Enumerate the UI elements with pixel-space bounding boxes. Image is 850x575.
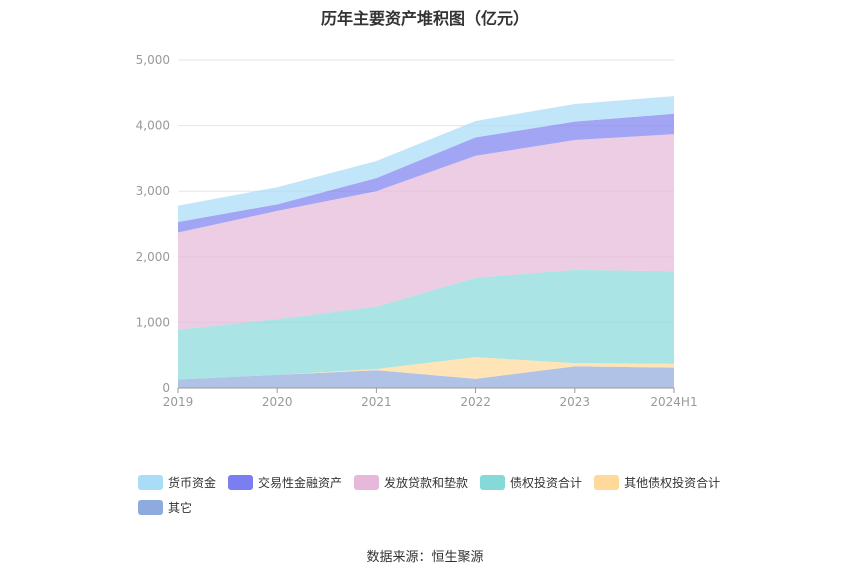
y-tick-label: 5,000 bbox=[136, 53, 170, 67]
area-发放贷款和垫款 bbox=[178, 134, 674, 330]
y-tick-label: 0 bbox=[162, 381, 170, 395]
chart-title: 历年主要资产堆积图（亿元） bbox=[320, 9, 529, 28]
y-tick-label: 3,000 bbox=[136, 184, 170, 198]
area-债权投资合计 bbox=[178, 269, 674, 380]
legend-item[interactable]: 发放贷款和垫款 bbox=[354, 473, 468, 491]
area-交易性金融资产 bbox=[178, 113, 674, 233]
area-series bbox=[178, 96, 674, 388]
y-tick-label: 2,000 bbox=[136, 250, 170, 264]
stacked-area-chart: 0 1,000 2,000 3,000 4,000 5,000 2019 2020 2021 20… bbox=[136, 53, 698, 409]
legend-label: 交易性金融资产 bbox=[258, 475, 343, 490]
legend-swatch bbox=[354, 474, 380, 490]
x-tick-label: 2019 bbox=[163, 395, 194, 409]
axes: 0 1,000 2,000 3,000 4,000 5,000 2019 2020 2021 20… bbox=[136, 53, 698, 409]
legend-item[interactable]: 其它 bbox=[138, 498, 192, 516]
legend-label: 债权投资合计 bbox=[510, 475, 583, 490]
data-source: 数据来源：恒生聚源 bbox=[366, 550, 484, 565]
legend-label: 其它 bbox=[168, 500, 193, 515]
legend-item[interactable]: 货币资金 bbox=[138, 473, 216, 491]
legend-label: 其他债权投资合计 bbox=[624, 475, 721, 490]
x-tick-label: 2022 bbox=[460, 395, 491, 409]
legend-item[interactable]: 交易性金融资产 bbox=[228, 473, 342, 491]
y-tick-label: 1,000 bbox=[136, 315, 170, 329]
area-货币资金 bbox=[178, 96, 674, 223]
area-其他债权投资合计 bbox=[178, 357, 674, 380]
legend-label: 货币资金 bbox=[168, 475, 217, 490]
chart-legend: 货币资金 交易性金融资产 发放贷款和垫款 债权投资合计 其他债权投资合计其它 bbox=[138, 473, 738, 516]
legend-swatch bbox=[480, 474, 506, 490]
legend-swatch bbox=[138, 499, 163, 515]
x-tick-label: 2020 bbox=[262, 395, 293, 409]
x-tick-label: 2023 bbox=[560, 395, 591, 409]
x-tick-label: 2021 bbox=[361, 395, 392, 409]
y-tick-label: 4,000 bbox=[136, 119, 170, 133]
x-tick-label: 2024H1 bbox=[650, 395, 697, 409]
area-其它 bbox=[178, 366, 674, 388]
legend-swatch bbox=[228, 474, 254, 490]
legend-swatch bbox=[138, 474, 163, 490]
legend-item[interactable]: 其他债权投资合计 bbox=[594, 473, 720, 491]
legend-label: 发放贷款和垫款 bbox=[384, 475, 469, 490]
legend-item[interactable]: 债权投资合计 bbox=[480, 473, 582, 491]
legend-swatch bbox=[594, 474, 620, 490]
